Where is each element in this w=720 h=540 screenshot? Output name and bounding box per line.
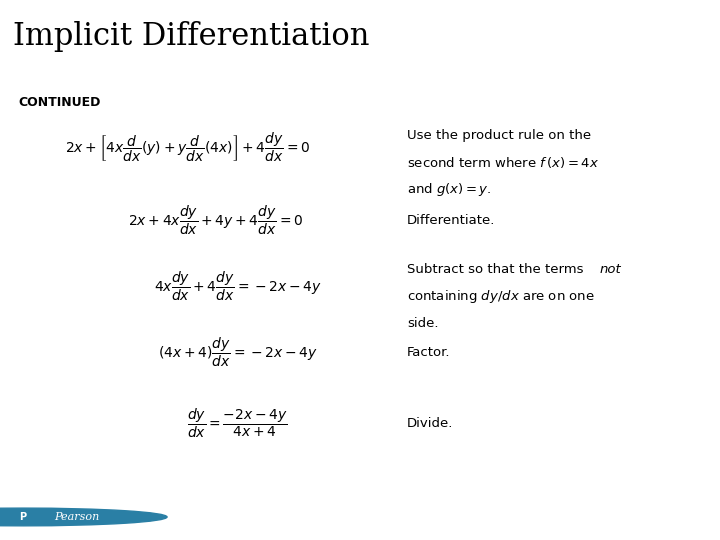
Text: Use the product rule on the: Use the product rule on the (407, 129, 591, 142)
Text: containing $dy/dx$ are on one: containing $dy/dx$ are on one (407, 288, 595, 306)
Circle shape (0, 508, 167, 526)
Text: $\left(4x+4\right)\dfrac{dy}{dx}=-2x-4y$: $\left(4x+4\right)\dfrac{dy}{dx}=-2x-4y$ (158, 336, 318, 369)
Text: Goldstein/Schneider/Lay/Asmar, Calculus and Its Applications, 14e: Goldstein/Schneider/Lay/Asmar, Calculus … (197, 504, 523, 514)
Text: side.: side. (407, 318, 438, 330)
Text: Implicit Differentiation: Implicit Differentiation (13, 21, 369, 52)
Text: $4x\dfrac{dy}{dx}+4\dfrac{dy}{dx}=-2x-4y$: $4x\dfrac{dy}{dx}+4\dfrac{dy}{dx}=-2x-4y… (154, 270, 321, 303)
Text: and $g(x) = y.$: and $g(x) = y.$ (407, 181, 491, 198)
Text: Factor.: Factor. (407, 346, 450, 359)
Text: $2x+\left[4x\dfrac{d}{dx}(y)+y\dfrac{d}{dx}(4x)\right]+4\dfrac{dy}{dx}=0$: $2x+\left[4x\dfrac{d}{dx}(y)+y\dfrac{d}{… (65, 131, 310, 165)
Text: CONTINUED: CONTINUED (18, 96, 100, 109)
Text: P: P (19, 512, 27, 522)
Text: Pearson: Pearson (54, 512, 99, 522)
Text: Differentiate.: Differentiate. (407, 214, 495, 227)
Text: Subtract so that the terms: Subtract so that the terms (407, 264, 588, 276)
Text: $\dfrac{dy}{dx}=\dfrac{-2x-4y}{4x+4}$: $\dfrac{dy}{dx}=\dfrac{-2x-4y}{4x+4}$ (187, 407, 288, 440)
Text: $2x+4x\dfrac{dy}{dx}+4y+4\dfrac{dy}{dx}=0$: $2x+4x\dfrac{dy}{dx}+4y+4\dfrac{dy}{dx}=… (128, 204, 304, 237)
Text: Copyright © 2018, 2014, 2010 Pearson Education Inc.: Copyright © 2018, 2014, 2010 Pearson Edu… (246, 523, 474, 532)
Text: Slide 30: Slide 30 (637, 511, 695, 525)
Text: not: not (600, 264, 621, 276)
Text: second term where $f\,(x) = 4x$: second term where $f\,(x) = 4x$ (407, 155, 599, 170)
Text: Divide.: Divide. (407, 417, 453, 430)
